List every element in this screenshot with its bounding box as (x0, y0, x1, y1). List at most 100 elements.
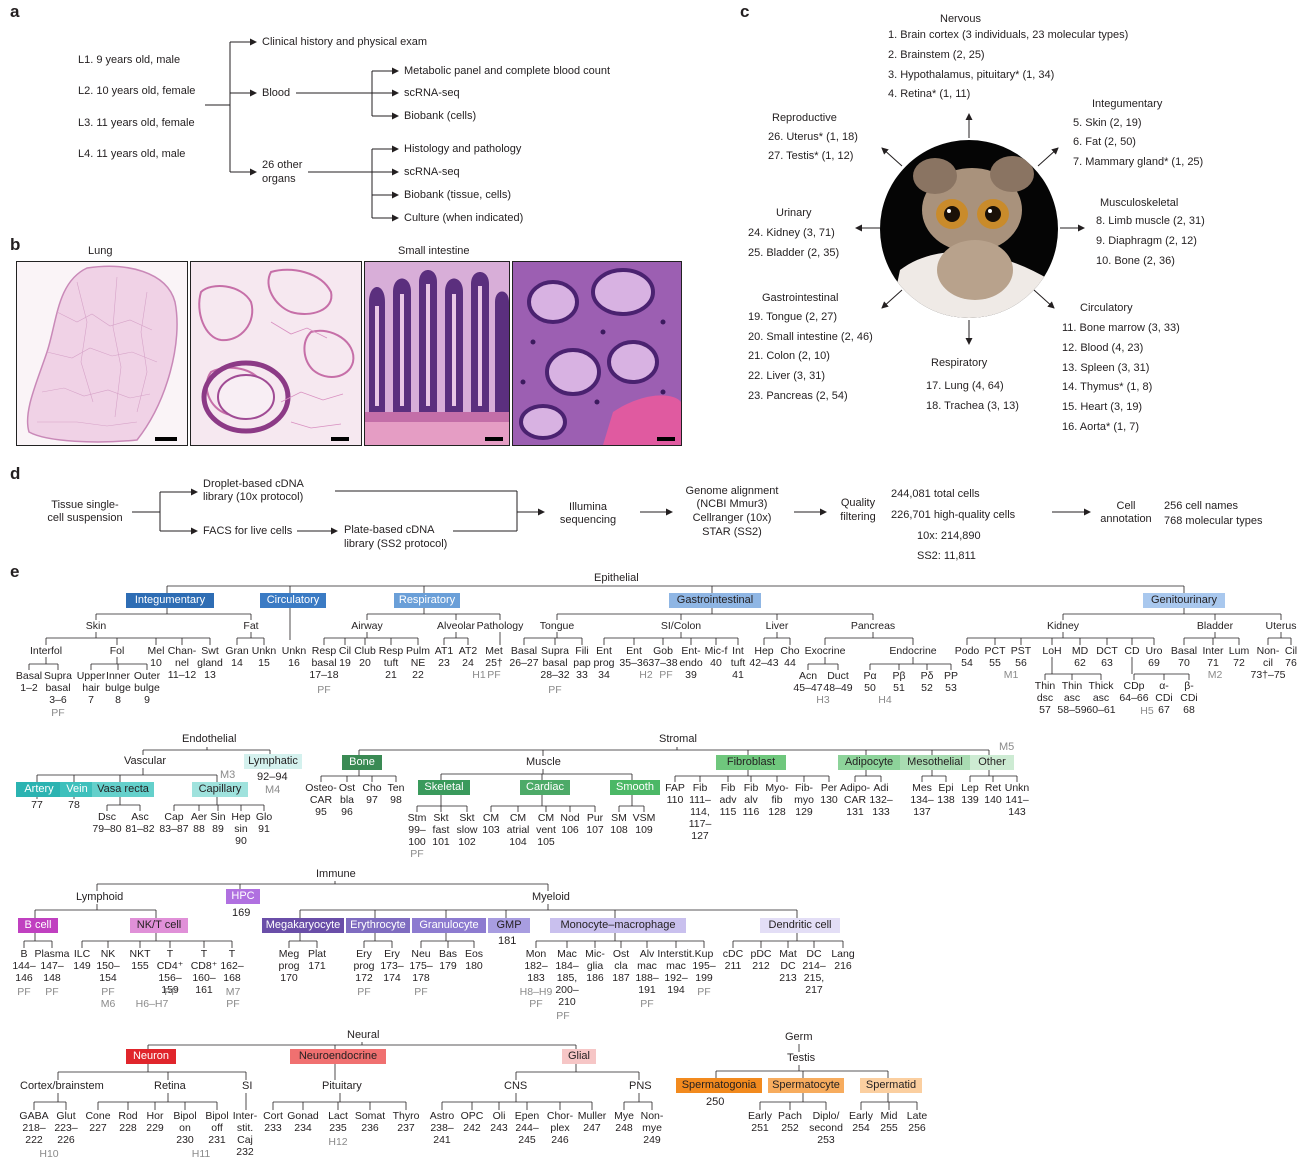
epithelial-cell-type-6: Chan- nel 11–12 (167, 645, 197, 681)
immune-cell-type-23: pDC 212 (750, 948, 772, 972)
blood-item-1: Metabolic panel and complete blood count (404, 65, 611, 77)
epithelial-cell-type-21: Fili pap 33 (573, 645, 591, 681)
neural-cell-type-12: Thyro 237 (392, 1110, 420, 1134)
header-hpc: HPC (226, 889, 260, 904)
immune-cell-type-21: Kup 195– 199 (692, 948, 716, 984)
gastrointestinal-item-4: 22. Liver (3, 31) (748, 370, 826, 382)
immune-cell-type-19: Alv mac 188– 191 (635, 948, 659, 996)
endothelial-cell-type-0: 77 (31, 799, 43, 811)
neural-cell-type-1: Glut 223– 226 (54, 1110, 78, 1146)
immune-cell-type-1: Plasma 147– 148 (34, 948, 70, 984)
epithelial-cell-type-14: Resp tuft 21 (378, 645, 404, 681)
germ-cell-type-2: Diplo/ second 253 (809, 1110, 843, 1146)
epithelial-sub-label-1: Fat (243, 620, 259, 632)
reproductive-item-1: 26. Uterus* (1, 18) (768, 131, 858, 143)
panel-label-e: e (10, 562, 20, 581)
epithelial-cell-type-7: Swt gland 13 (197, 645, 223, 681)
epithelial-cell-type-48: Cil 76 (1284, 645, 1298, 669)
epithelial-cell-type-22: Ent prog 34 (593, 645, 615, 681)
gastrointestinal-item-2: 20. Small intestine (2, 46) (748, 331, 873, 343)
vascular-label: Vascular (124, 755, 166, 767)
cortex-brainstem-label: Cortex/brainstem (20, 1080, 104, 1092)
lung-overview-image (16, 261, 188, 446)
lemur-l3: L3. 11 years old, female (78, 117, 195, 129)
epithelial-cell-type-31: Duct 48–49 (823, 670, 853, 694)
epithelial-sub-label-14: Exocrine (804, 645, 846, 657)
gastrointestinal-item-5: 23. Pancreas (2, 54) (748, 390, 848, 402)
stat-ss2: SS2: 11,811 (917, 550, 976, 562)
respiratory-title: Respiratory (931, 357, 988, 369)
organ-item-1: Histology and pathology (404, 143, 522, 155)
immune-tag-5: PF (164, 986, 178, 998)
circulatory-item-1: 11. Bone marrow (3, 33) (1062, 322, 1180, 334)
stromal-cell-type-4: Stm 99– 100 (407, 812, 427, 848)
neural-title: Neural (347, 1029, 380, 1041)
endothelial-cell-type-6: Sin 89 (210, 811, 226, 835)
immune-cell-type-6: T CD8⁺ 160– 161 (190, 948, 218, 996)
epithelial-cell-type-37: PCT 55 (984, 645, 1006, 669)
epithelial-sub-label-2: Airway (351, 620, 383, 632)
neural-cell-type-5: Bipol on 230 (173, 1110, 197, 1146)
immune-cell-type-11: Ery 173– 174 (380, 948, 404, 984)
integumentary-item-1: 5. Skin (2, 19) (1073, 117, 1142, 129)
epithelial-cell-type-41: DCT 63 (1096, 645, 1118, 669)
epithelial-cell-type-38: PST 56 (1010, 645, 1032, 669)
annotation-line-1: Cell (1116, 500, 1136, 512)
genome-line-2: (NCBI Mmur3) (696, 498, 768, 510)
genome-line-1: Genome alignment (685, 485, 779, 497)
immune-tag-2: PF (101, 986, 115, 998)
epithelial-sub-label-11: Uterus (1265, 620, 1297, 632)
epithelial-cell-type-47: Non- cil 73†–75 (1250, 645, 1286, 681)
header-smooth: Smooth (610, 780, 660, 795)
immune-cell-type-13: Bas 179 (438, 948, 458, 972)
header-dendritic-cell: Dendritic cell (760, 918, 840, 933)
immune-tag-11: PF (529, 998, 543, 1010)
header-neuroendocrine: Neuroendocrine (290, 1049, 386, 1064)
header-integumentary: Integumentary (126, 593, 214, 608)
epithelial-tag-0: PF (51, 707, 65, 719)
header-genitourinary: Genitourinary (1143, 593, 1225, 608)
immune-cell-type-14: Eos 180 (464, 948, 484, 972)
nervous-item-3: 3. Hypothalamus, pituitary* (1, 34) (888, 69, 1055, 81)
neural-cell-type-14: OPC 242 (460, 1110, 484, 1134)
integumentary-title: Integumentary (1092, 98, 1163, 110)
circulatory-title: Circulatory (1080, 302, 1133, 314)
epithelial-cell-type-42: CD (1124, 645, 1140, 657)
stromal-cell-type-25: Lep 139 (961, 782, 979, 806)
epithelial-cell-type-5: Mel 10 (147, 645, 165, 669)
endothelial-cell-type-4: Cap 83–87 (159, 811, 189, 835)
stromal-cell-type-7: CM 103 (482, 812, 500, 836)
header-vasa-recta: Vasa recta (92, 782, 154, 797)
lemur-l2: L2. 10 years old, female (78, 85, 196, 97)
immune-cell-type-4: NKT 155 (129, 948, 151, 972)
reproductive-title: Reproductive (772, 112, 837, 124)
stromal-cell-type-3: Ten 98 (387, 782, 405, 806)
epithelial-cell-type-24: Gob 37–38 (648, 645, 678, 669)
gmp-id: 181 (498, 935, 517, 947)
cns-label: CNS (504, 1080, 528, 1092)
urinary-item-2: 25. Bladder (2, 35) (748, 247, 840, 259)
epithelial-sub-label-7: Liver (765, 620, 789, 632)
stromal-cell-type-20: Per 130 (820, 782, 838, 806)
small-intestine-detail-image (512, 261, 682, 446)
neural-cell-type-3: Rod 228 (118, 1110, 138, 1134)
retina-label: Retina (154, 1080, 186, 1092)
genome-line-3: Cellranger (10x) (692, 512, 772, 524)
stromal-cell-type-14: FAP 110 (665, 782, 685, 806)
immune-cell-type-18: Ost cla 187 (612, 948, 630, 984)
immune-cell-type-22: cDC 211 (722, 948, 744, 972)
header-nk-t-cell: NK/T cell (130, 918, 188, 933)
immune-cell-type-17: Mic- glia 186 (585, 948, 605, 984)
epithelial-sub-label-9: Kidney (1046, 620, 1080, 632)
immune-tag-9: PF (414, 986, 428, 998)
endothelial-cell-type-7: Hep sin 90 (231, 811, 251, 847)
stromal-cell-type-10: Nod 106 (560, 812, 580, 836)
annotation-line-2: annotation (1100, 513, 1152, 525)
immune-cell-type-2: ILC 149 (73, 948, 91, 972)
nervous-item-4: 4. Retina* (1, 11) (888, 88, 971, 100)
epithelial-cell-type-54: β- CDi 68 (1180, 680, 1198, 716)
header-gastrointestinal: Gastrointestinal (669, 593, 761, 608)
gastrointestinal-item-1: 19. Tongue (2, 27) (748, 311, 838, 323)
epithelial-cell-type-44: Basal 70 (1170, 645, 1198, 669)
spermatogonia-id: 250 (706, 1096, 725, 1108)
